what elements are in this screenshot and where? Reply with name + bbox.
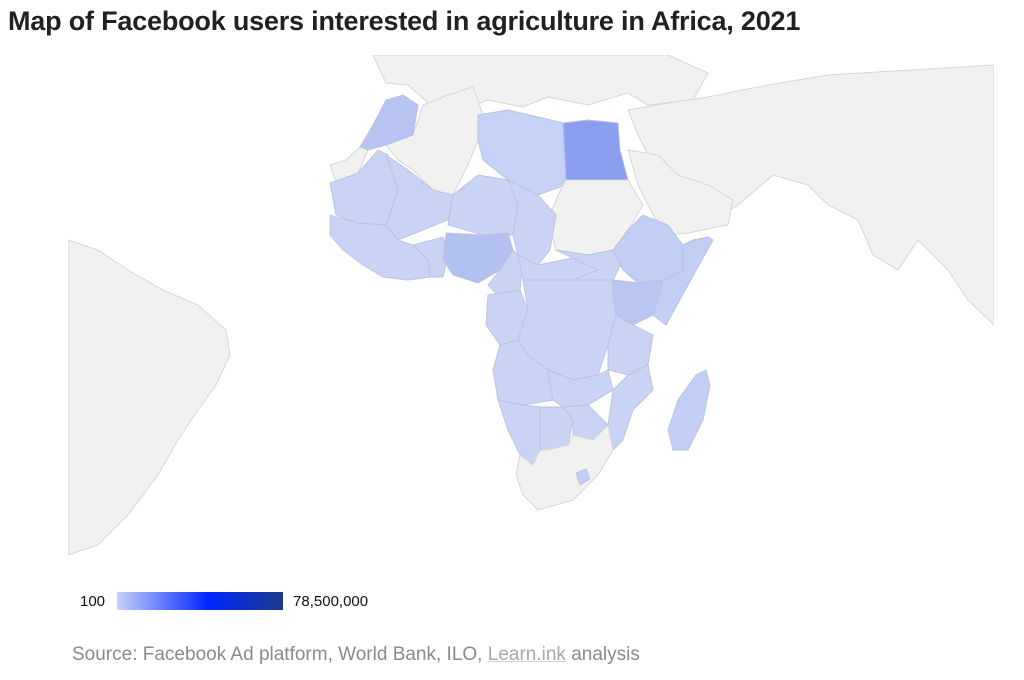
somalia[interactable] (652, 236, 714, 326)
south-america-landmass (68, 239, 231, 555)
arabia-landmass (627, 149, 734, 236)
map-title: Map of Facebook users interested in agri… (8, 6, 801, 36)
namibia[interactable] (497, 399, 541, 466)
libya[interactable] (477, 109, 567, 196)
legend-max-label: 78,500,000 (293, 592, 369, 610)
mali[interactable] (385, 154, 454, 241)
ghana-region[interactable] (412, 236, 449, 278)
map-svg (68, 55, 994, 555)
south-africa[interactable] (515, 423, 614, 511)
legend-gradient-bar (117, 592, 284, 610)
source-prefix: Source: Facebook Ad platform, World Bank… (72, 644, 488, 665)
egypt[interactable] (562, 119, 629, 181)
source-note: Source: Facebook Ad platform, World Bank… (72, 644, 640, 666)
source-link[interactable]: Learn.ink (487, 644, 566, 665)
madagascar[interactable] (667, 369, 711, 451)
legend-min-label: 100 (80, 592, 106, 610)
lesotho[interactable] (575, 468, 591, 486)
mozambique[interactable] (607, 364, 654, 451)
morocco[interactable] (359, 94, 419, 151)
source-suffix: analysis (565, 644, 640, 665)
europe-landmass (372, 55, 709, 111)
choropleth-map[interactable] (68, 55, 994, 555)
color-legend: 100 78,500,000 (80, 590, 368, 612)
